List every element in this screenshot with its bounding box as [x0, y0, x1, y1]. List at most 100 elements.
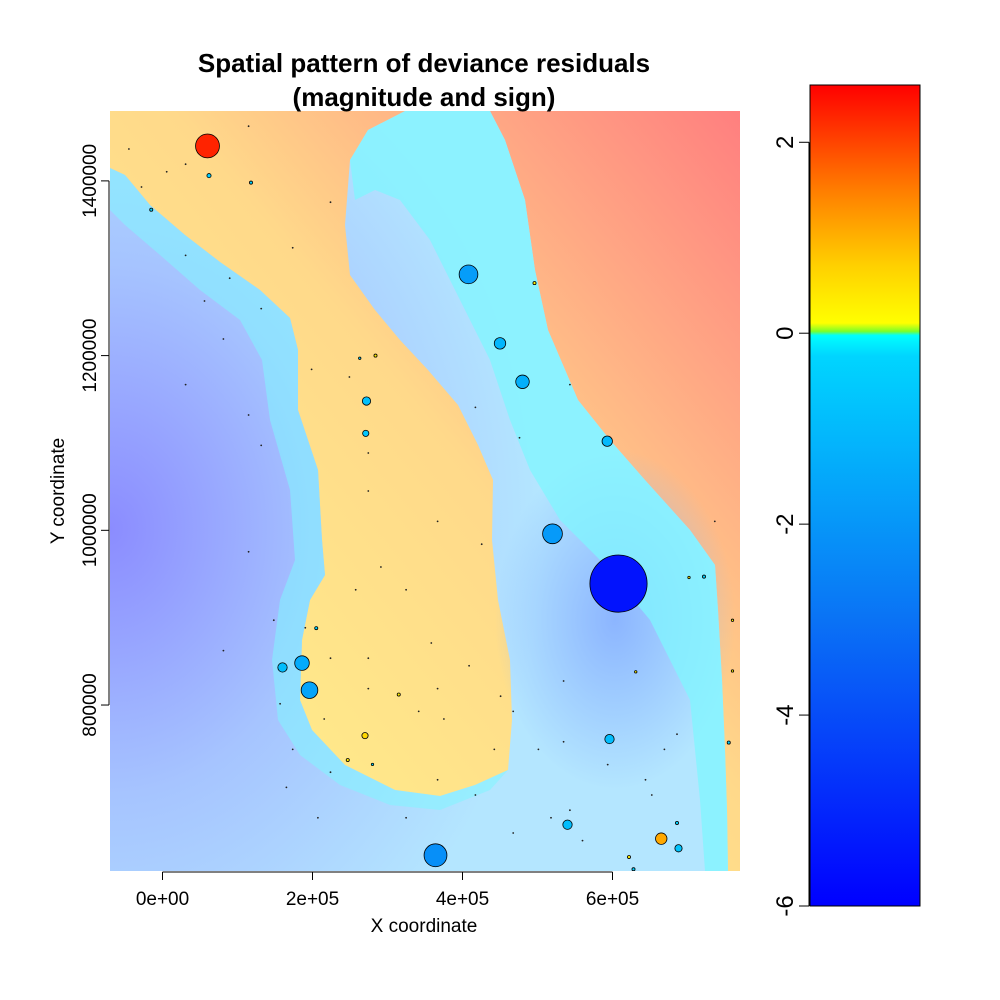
minor-point: [512, 710, 515, 713]
residual-point: [604, 734, 615, 745]
minor-point: [606, 763, 609, 766]
residual-point: [562, 819, 573, 830]
cyan-band-right: [350, 111, 728, 871]
minor-point: [367, 452, 370, 454]
residual-point: [542, 523, 563, 545]
minor-point: [569, 383, 571, 386]
minor-point: [367, 657, 370, 660]
x-tick-label: 0e+00: [136, 889, 189, 910]
residual-point: [300, 681, 319, 699]
residual-point: [314, 626, 319, 631]
minor-point: [380, 566, 382, 568]
residual-point: [687, 575, 691, 580]
minor-point: [417, 710, 420, 713]
residual-point: [702, 574, 706, 579]
x-axis: 0e+00 2e+05 4e+05 6e+05: [136, 871, 639, 910]
colorbar-tick-label: 2: [772, 136, 799, 149]
minor-point: [329, 771, 332, 774]
residual-point: [149, 207, 154, 212]
y-axis-label: Y coordinate: [48, 438, 69, 544]
x-tick-label: 6e+05: [586, 889, 639, 910]
minor-point: [569, 809, 571, 812]
minor-point: [644, 778, 647, 781]
minor-point: [436, 778, 439, 781]
minor-point: [260, 444, 263, 447]
residual-point: [362, 429, 370, 437]
minor-point: [291, 748, 294, 751]
y-tick-label: 1400000: [80, 144, 101, 218]
residual-point: [493, 337, 507, 350]
residual-surface: [110, 111, 740, 871]
minor-point: [550, 816, 552, 819]
colorbar-tick-label: 0: [772, 327, 799, 340]
residual-points: [127, 125, 735, 871]
minor-point: [537, 748, 540, 751]
minor-point: [354, 588, 357, 591]
residual-point: [249, 180, 253, 185]
residual-point: [675, 820, 679, 825]
cyan-band-left: [110, 168, 508, 810]
minor-point: [480, 543, 483, 546]
chart-subtitle: (magnitude and sign): [293, 82, 556, 112]
residual-point: [458, 264, 479, 285]
residual-point: [634, 670, 638, 674]
minor-point: [247, 125, 250, 128]
colorbar-tick-label: -4: [772, 704, 799, 725]
minor-point: [165, 170, 168, 173]
residual-point: [655, 832, 668, 845]
minor-point: [279, 702, 281, 705]
minor-point: [184, 383, 187, 386]
minor-point: [329, 201, 332, 204]
minor-point: [581, 839, 584, 842]
y-tick-label: 800000: [80, 673, 101, 736]
residual-point: [345, 758, 350, 763]
minor-point: [562, 740, 565, 743]
minor-point: [272, 619, 275, 622]
minor-point: [247, 550, 250, 553]
colorbar-axis: 2 0 -2 -4 -6: [772, 136, 810, 917]
minor-point: [493, 748, 496, 751]
residual-point: [294, 655, 310, 671]
minor-point: [222, 338, 225, 340]
minor-point: [228, 277, 231, 280]
minor-point: [676, 733, 678, 736]
minor-point: [518, 436, 521, 439]
minor-point: [443, 718, 445, 720]
residual-point: [370, 762, 375, 767]
colorbar-tick-label: -2: [772, 513, 799, 534]
x-tick-label: 4e+05: [436, 889, 489, 910]
minor-point: [323, 718, 326, 720]
minor-point: [367, 490, 370, 492]
residual-point: [589, 554, 648, 613]
residual-point: [206, 173, 212, 179]
minor-point: [436, 520, 439, 523]
residual-point: [730, 669, 735, 673]
y-tick-label: 1000000: [80, 493, 101, 567]
minor-point: [562, 680, 565, 682]
colorbar-tick-label: -6: [772, 895, 799, 916]
minor-point: [499, 695, 502, 698]
residual-point: [532, 281, 537, 286]
residual-point: [726, 740, 731, 745]
minor-point: [474, 794, 477, 796]
minor-point: [367, 687, 370, 690]
residual-point: [631, 867, 636, 871]
minor-point: [184, 254, 187, 257]
minor-point: [310, 368, 313, 371]
minor-point: [285, 786, 288, 789]
minor-point: [304, 626, 307, 629]
minor-point: [329, 657, 332, 660]
minor-point: [348, 376, 351, 378]
residual-point: [195, 133, 220, 159]
minor-point: [291, 246, 294, 249]
minor-point: [436, 687, 439, 690]
residual-point: [396, 692, 401, 697]
minor-point: [650, 794, 653, 796]
minor-point: [184, 163, 187, 166]
minor-point: [405, 588, 407, 591]
minor-point: [405, 816, 407, 819]
minor-point: [713, 520, 716, 523]
minor-point: [468, 664, 470, 667]
chart-title: Spatial pattern of deviance residuals: [198, 48, 650, 78]
